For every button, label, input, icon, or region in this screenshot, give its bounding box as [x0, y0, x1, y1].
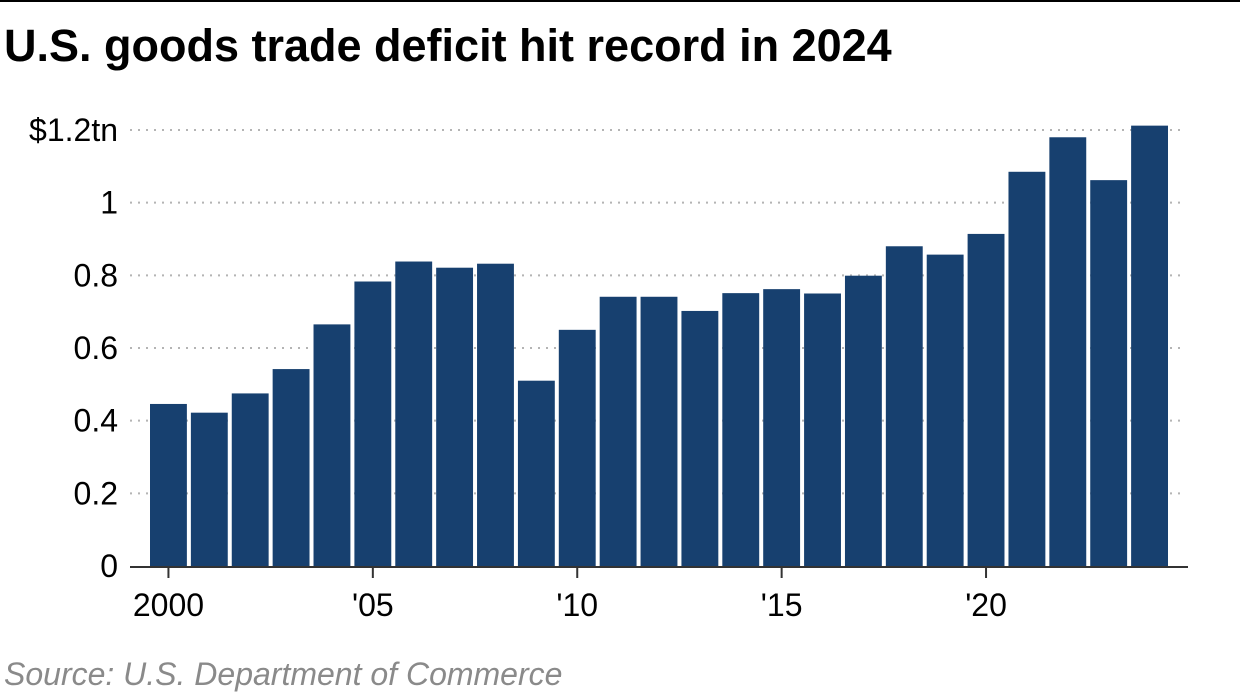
x-tick-label: '10 — [556, 587, 598, 623]
bar-2005 — [354, 281, 392, 566]
bar-2013 — [681, 310, 719, 566]
bar-2002 — [231, 393, 269, 566]
bar-2022 — [1049, 137, 1087, 566]
bar-2020 — [967, 233, 1005, 566]
bar-2003 — [272, 369, 310, 566]
bar-2004 — [313, 324, 351, 566]
bar-2014 — [722, 293, 760, 566]
bar-2017 — [844, 275, 882, 566]
bar-2001 — [190, 412, 228, 566]
bar-2021 — [1008, 171, 1046, 567]
bar-2024 — [1131, 125, 1168, 566]
bars — [150, 125, 1168, 567]
bar-2023 — [1090, 180, 1128, 566]
bar-2000 — [150, 403, 187, 566]
bar-2007 — [436, 267, 474, 566]
y-tick-label: 0.2 — [74, 475, 118, 511]
y-tick-label: 0.6 — [74, 330, 118, 366]
x-tick-label: '15 — [761, 587, 803, 623]
y-tick-label: 0.8 — [74, 257, 118, 293]
y-tick-label: $1.2tn — [29, 112, 118, 148]
chart-title: U.S. goods trade deficit hit record in 2… — [4, 20, 892, 71]
bar-2006 — [395, 261, 433, 566]
x-tick-label: '20 — [965, 587, 1007, 623]
x-tick-label: '05 — [352, 587, 394, 623]
bar-2010 — [558, 329, 596, 566]
bar-2015 — [763, 289, 801, 566]
top-rule — [0, 0, 1240, 2]
bar-2012 — [640, 296, 678, 566]
y-tick-label: 0 — [100, 548, 118, 584]
bar-2009 — [517, 380, 555, 566]
source-note: Source: U.S. Department of Commerce — [4, 656, 563, 692]
bar-2008 — [477, 263, 514, 566]
y-tick-label: 0.4 — [74, 403, 118, 439]
y-tick-label: 1 — [100, 185, 118, 221]
axes: 0 0.2 0.4 0.6 0.8 1 $1.2tn 2000 '05 '10 '15 '20 — [29, 112, 1188, 623]
bar-2011 — [599, 296, 637, 566]
bar-2018 — [885, 246, 923, 566]
x-tick-label: 2000 — [133, 587, 204, 623]
bar-2016 — [804, 293, 841, 566]
bar-2019 — [926, 254, 964, 566]
